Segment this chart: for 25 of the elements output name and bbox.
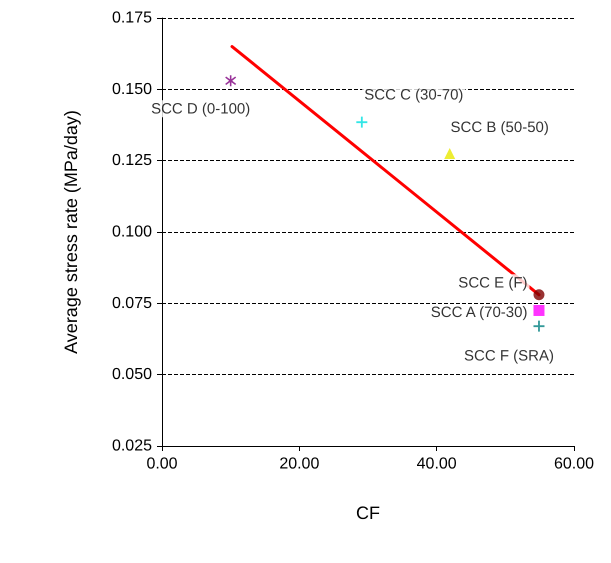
point: [533, 320, 544, 332]
point: [356, 116, 368, 128]
y-tick-label: 0.150: [112, 80, 152, 98]
x-tick-label: 0.00: [146, 456, 178, 472]
point: [533, 289, 544, 300]
point: [225, 75, 236, 86]
series-label: SCC A (70-30): [430, 304, 528, 321]
point: [533, 304, 544, 316]
series-label: SCC D (0-100): [151, 100, 250, 118]
x-axis-title: CF: [356, 503, 380, 523]
series-label: SCC C (30-70): [364, 86, 464, 104]
series-label: SCC B (50-50): [450, 119, 549, 136]
x-tick-label: 40.00: [416, 456, 457, 472]
series-label: SCC F (SRA): [464, 348, 554, 365]
y-tick-label: 0.075: [112, 294, 152, 312]
y-tick-label: 0.050: [112, 366, 152, 384]
y-tick-label: 0.175: [112, 10, 152, 26]
y-tick-label: 0.025: [112, 438, 152, 454]
x-tick-label: 60.00: [554, 456, 594, 472]
x-tick-label: 20.00: [279, 456, 320, 472]
y-tick-label: 0.100: [112, 224, 152, 240]
series-label: SCC E (F): [458, 274, 528, 292]
y-tick-label: 0.125: [112, 152, 152, 170]
y-axis-title: Average stress rate (MPa/day): [61, 110, 81, 354]
point: [444, 148, 456, 160]
